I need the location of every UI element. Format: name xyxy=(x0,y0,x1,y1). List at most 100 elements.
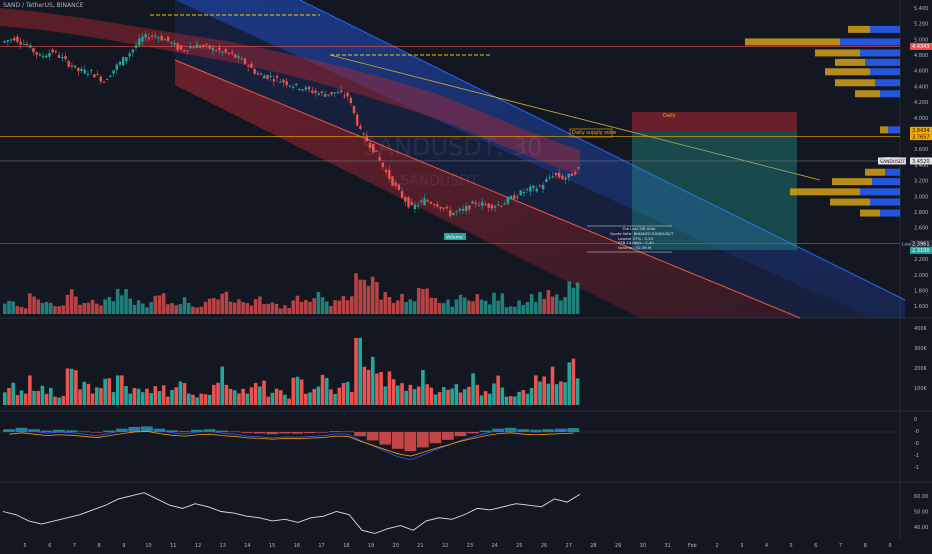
candle xyxy=(429,202,433,204)
time-tick-label: 9 xyxy=(888,543,891,549)
time-tick-label: 16 xyxy=(294,543,300,549)
candle xyxy=(397,184,401,190)
rsi-tick-label: 50.00 xyxy=(914,510,928,516)
candle xyxy=(285,81,288,86)
candle xyxy=(525,188,529,190)
volume-overlay-bar xyxy=(111,301,116,314)
volume-badge xyxy=(444,233,466,240)
volume-overlay-bar xyxy=(157,295,162,314)
volume-bar xyxy=(396,385,400,405)
candle xyxy=(253,68,256,74)
volume-overlay-bar xyxy=(103,299,107,314)
volume-overlay-bar xyxy=(82,303,87,314)
volume-bar xyxy=(429,387,434,405)
volume-bar xyxy=(421,369,425,405)
volume-bar xyxy=(228,388,233,405)
candle xyxy=(471,201,474,204)
volume-profile-bar xyxy=(848,25,870,33)
candle xyxy=(570,173,574,176)
macd-histogram-bar xyxy=(517,429,530,432)
candle xyxy=(404,196,407,202)
volume-overlay-bar xyxy=(69,289,74,314)
candle xyxy=(80,68,83,71)
volume-overlay-bar xyxy=(57,306,61,314)
volume-bar xyxy=(400,383,404,405)
volume-overlay-bar xyxy=(446,299,450,314)
candle xyxy=(214,50,218,52)
candle xyxy=(3,40,6,43)
volume-bar xyxy=(74,370,78,405)
candle xyxy=(105,79,109,81)
candle xyxy=(266,75,269,79)
volume-overlay-bar xyxy=(86,302,91,314)
candle xyxy=(186,50,189,52)
time-tick-label: 17 xyxy=(318,543,324,549)
volume-overlay-bar xyxy=(567,281,572,314)
volume-bar xyxy=(270,392,275,405)
volume-bar xyxy=(483,391,488,405)
stats-line: Quote Vote: BINANCE:SANDUSDT xyxy=(610,231,674,236)
watermark-secondary: SANDUSDT xyxy=(400,173,479,189)
volume-bar xyxy=(53,396,57,405)
volume-overlay-bar xyxy=(496,300,500,314)
macd-histogram-bar xyxy=(78,431,91,433)
volume-bar xyxy=(140,392,145,405)
time-tick-label: 5 xyxy=(790,543,793,549)
candle xyxy=(349,97,353,103)
price-tick-label: 3.400 xyxy=(914,163,928,169)
volume-overlay-bar xyxy=(212,298,216,314)
candle xyxy=(247,65,250,67)
volume-bar xyxy=(408,384,413,405)
macd-histogram-bar xyxy=(203,429,216,432)
candle xyxy=(301,89,304,91)
volume-bar xyxy=(454,384,459,405)
volume-overlay-bar xyxy=(262,304,266,314)
volume-overlay-bar xyxy=(191,306,195,314)
volume-overlay-bar xyxy=(442,303,446,314)
candle xyxy=(362,133,365,135)
volume-overlay-bar xyxy=(525,301,530,314)
candle xyxy=(432,204,436,206)
macd-line xyxy=(9,427,574,461)
volume-profile-bar xyxy=(790,188,860,196)
volume-bar xyxy=(136,388,141,405)
volume-bar xyxy=(287,398,291,405)
volume-overlay-bar xyxy=(324,301,329,314)
volume-overlay-bar xyxy=(19,307,24,314)
volume-overlay-bar xyxy=(354,273,358,314)
macd-histogram-bar xyxy=(53,429,65,432)
volume-overlay-bar xyxy=(99,305,103,314)
candle xyxy=(416,205,420,207)
volume-bar xyxy=(370,356,375,405)
candle xyxy=(259,74,263,76)
macd-signal-line xyxy=(9,430,574,457)
volume-bar xyxy=(324,378,329,405)
candle xyxy=(275,75,279,78)
volume-bar xyxy=(412,389,417,405)
volume-bar xyxy=(191,394,195,405)
supply-zone-label: Daily supply zone xyxy=(572,130,616,136)
price-tick-label: 3.200 xyxy=(914,179,928,185)
volume-overlay-bar xyxy=(500,293,505,314)
volume-profile-bar xyxy=(745,38,840,46)
candle xyxy=(384,169,388,173)
price-tick-label: 5.000 xyxy=(914,37,928,43)
candle xyxy=(221,51,224,53)
candle xyxy=(19,41,22,45)
volume-profile-bar xyxy=(815,49,860,57)
volume-bar xyxy=(479,395,484,405)
supply-zone-box xyxy=(569,128,613,138)
candle xyxy=(557,172,561,178)
candle xyxy=(6,40,10,42)
volume-bar xyxy=(559,381,563,405)
candle xyxy=(378,156,381,161)
candle xyxy=(333,92,336,94)
volume-bar xyxy=(329,389,333,405)
volume-bar xyxy=(529,387,534,405)
volume-bar xyxy=(283,394,287,405)
volume-bar xyxy=(82,381,87,405)
volume-bar xyxy=(3,392,7,405)
candle xyxy=(573,172,577,175)
